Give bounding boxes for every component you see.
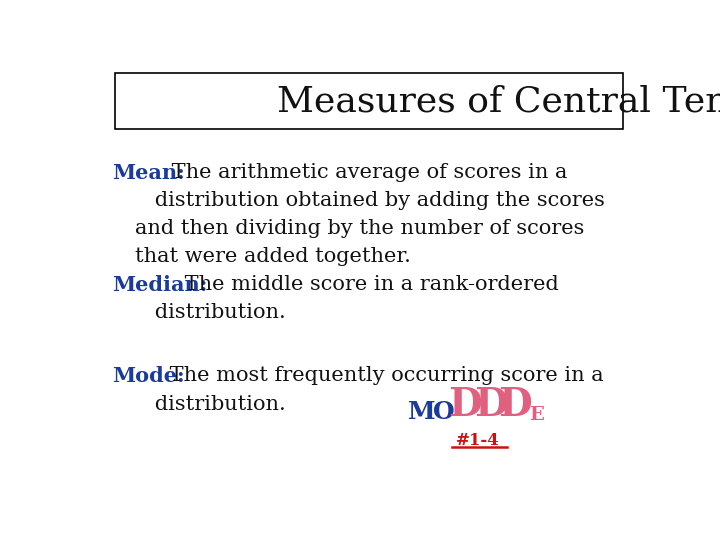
Text: The middle score in a rank-ordered: The middle score in a rank-ordered: [178, 275, 559, 294]
Text: #1-4: #1-4: [456, 433, 500, 449]
Text: and then dividing by the number of scores: and then dividing by the number of score…: [135, 219, 584, 238]
Text: The arithmetic average of scores in a: The arithmetic average of scores in a: [166, 163, 567, 181]
FancyBboxPatch shape: [115, 73, 623, 129]
Text: distribution obtained by adding the scores: distribution obtained by adding the scor…: [135, 191, 605, 210]
Text: The most frequently occurring score in a: The most frequently occurring score in a: [163, 366, 603, 385]
Text: that were added together.: that were added together.: [135, 247, 410, 266]
Text: Measures of Central Tendency: Measures of Central Tendency: [277, 84, 720, 119]
Text: E: E: [529, 407, 544, 424]
Text: O: O: [433, 401, 455, 424]
Text: distribution.: distribution.: [135, 395, 285, 414]
Text: Mean:: Mean:: [112, 163, 185, 183]
Text: distribution.: distribution.: [135, 303, 285, 322]
Text: D: D: [448, 387, 482, 424]
Text: D: D: [474, 387, 508, 424]
Text: M: M: [408, 401, 436, 424]
Text: Mode:: Mode:: [112, 366, 185, 386]
Text: D: D: [498, 387, 532, 424]
Text: Median:: Median:: [112, 275, 207, 295]
